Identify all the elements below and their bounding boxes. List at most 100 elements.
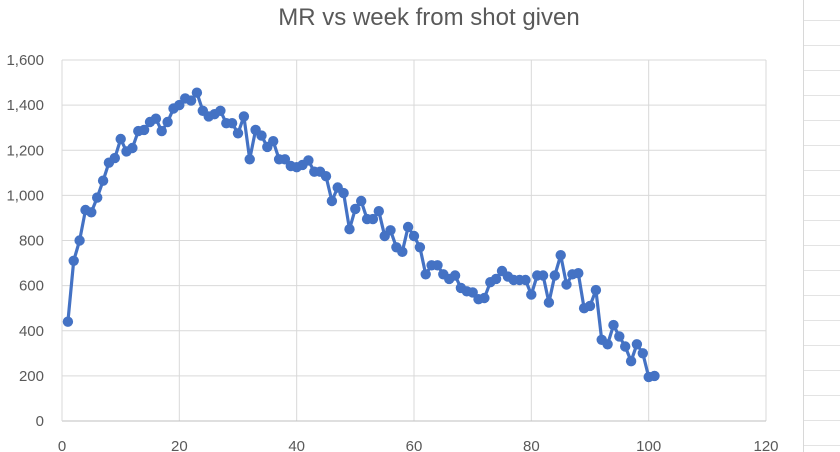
x-tick-label: 20 bbox=[171, 438, 188, 452]
data-point bbox=[238, 111, 250, 122]
data-point bbox=[338, 187, 349, 199]
data-point bbox=[420, 269, 431, 280]
data-point bbox=[526, 289, 537, 300]
spreadsheet-row-line bbox=[804, 320, 840, 321]
data-point bbox=[408, 230, 420, 242]
spreadsheet-row-line bbox=[804, 145, 840, 146]
data-point bbox=[614, 331, 625, 342]
chart-area bbox=[0, 0, 802, 452]
data-point bbox=[467, 287, 478, 298]
data-point bbox=[109, 152, 121, 164]
data-point bbox=[649, 370, 660, 382]
spreadsheet-row-line bbox=[804, 295, 840, 296]
y-tick-label: 0 bbox=[36, 413, 44, 430]
data-point bbox=[549, 270, 560, 281]
spreadsheet-row-line bbox=[804, 220, 840, 221]
spreadsheet-row-line bbox=[804, 95, 840, 96]
data-point bbox=[215, 105, 226, 117]
data-point bbox=[226, 118, 238, 129]
spreadsheet-row-line bbox=[804, 420, 840, 421]
data-point bbox=[232, 128, 244, 139]
data-point bbox=[97, 175, 109, 186]
data-point bbox=[414, 242, 426, 253]
data-point bbox=[561, 279, 572, 290]
data-point bbox=[602, 339, 613, 350]
data-point bbox=[268, 136, 279, 147]
data-point bbox=[344, 224, 355, 235]
data-point bbox=[543, 297, 555, 308]
data-point bbox=[555, 250, 566, 261]
spreadsheet-row-line bbox=[804, 70, 840, 71]
spreadsheet-row-line bbox=[804, 270, 840, 271]
data-point bbox=[449, 270, 461, 281]
series-markers bbox=[62, 87, 660, 383]
data-point bbox=[74, 235, 85, 246]
x-tick-label: 100 bbox=[636, 438, 661, 452]
x-tick-label: 0 bbox=[58, 438, 66, 452]
data-point bbox=[537, 270, 549, 281]
spreadsheet-row-line bbox=[804, 120, 840, 121]
data-point bbox=[256, 130, 267, 141]
data-point bbox=[356, 195, 367, 207]
spreadsheet-column-edge bbox=[803, 0, 840, 452]
data-point bbox=[573, 268, 584, 279]
data-point bbox=[115, 133, 126, 145]
data-point bbox=[303, 155, 314, 166]
data-point bbox=[350, 203, 361, 215]
y-tick-label: 1,000 bbox=[6, 187, 44, 204]
y-tick-label: 1,400 bbox=[6, 97, 44, 114]
data-point bbox=[92, 192, 103, 203]
data-point bbox=[479, 292, 490, 304]
data-point bbox=[162, 116, 173, 128]
y-tick-label: 600 bbox=[19, 278, 44, 295]
spreadsheet-row-line bbox=[804, 170, 840, 171]
data-point bbox=[490, 273, 502, 285]
data-point bbox=[326, 195, 338, 207]
data-point bbox=[62, 316, 74, 327]
data-point bbox=[520, 274, 531, 286]
y-tick-label: 200 bbox=[19, 368, 44, 385]
spreadsheet-row-line bbox=[804, 445, 840, 446]
y-tick-label: 800 bbox=[19, 233, 44, 250]
spreadsheet-row-line bbox=[804, 395, 840, 396]
data-point bbox=[620, 341, 631, 352]
data-point bbox=[174, 99, 185, 111]
y-tick-label: 1,200 bbox=[6, 142, 44, 159]
axes: 0 200 400 600 800 1,000 1,200 1,400 1,600 0 20 40 60… bbox=[6, 52, 778, 452]
data-point bbox=[631, 339, 643, 350]
spreadsheet-row-line bbox=[804, 195, 840, 196]
x-tick-label: 60 bbox=[406, 438, 423, 452]
data-point bbox=[279, 154, 291, 165]
data-point bbox=[625, 356, 637, 367]
data-point bbox=[86, 207, 97, 218]
data-point bbox=[150, 113, 162, 124]
data-point bbox=[637, 348, 648, 359]
spreadsheet-row-line bbox=[804, 345, 840, 346]
x-tick-label: 120 bbox=[753, 438, 778, 452]
data-point bbox=[156, 125, 167, 137]
data-point bbox=[584, 300, 596, 312]
data-point bbox=[367, 213, 379, 225]
spreadsheet-row-line bbox=[804, 370, 840, 371]
data-point bbox=[373, 206, 384, 217]
data-point bbox=[608, 319, 619, 331]
data-point bbox=[397, 246, 408, 257]
data-point bbox=[127, 142, 138, 154]
data-point bbox=[320, 171, 332, 182]
spreadsheet-row-line bbox=[804, 20, 840, 21]
y-tick-label: 1,600 bbox=[6, 52, 44, 69]
data-point bbox=[432, 260, 443, 271]
y-tick-label: 400 bbox=[19, 323, 44, 340]
x-tick-label: 80 bbox=[523, 438, 540, 452]
data-point bbox=[68, 255, 79, 266]
data-point bbox=[385, 225, 396, 236]
data-point bbox=[402, 221, 414, 233]
data-point bbox=[191, 87, 203, 98]
spreadsheet-row-line bbox=[804, 245, 840, 246]
data-point bbox=[185, 95, 197, 106]
x-tick-label: 40 bbox=[288, 438, 305, 452]
data-point bbox=[244, 154, 255, 165]
data-point bbox=[590, 284, 602, 296]
chart-title: MR vs week from shot given bbox=[278, 4, 579, 31]
